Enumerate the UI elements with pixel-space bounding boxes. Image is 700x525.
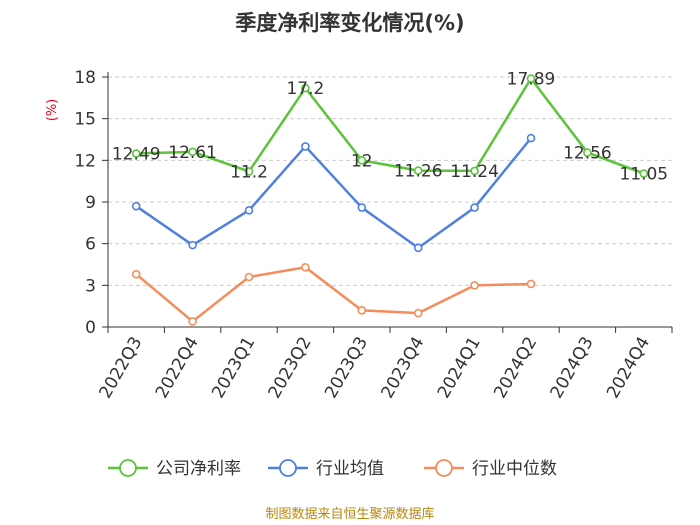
x-tick-label: 2023Q1 xyxy=(208,334,259,402)
x-tick-label: 2024Q1 xyxy=(434,333,485,401)
series-layer xyxy=(131,74,649,326)
data-point xyxy=(357,203,367,212)
data-point xyxy=(470,203,479,212)
data-point xyxy=(470,281,479,290)
data-point xyxy=(301,83,310,93)
data-point xyxy=(244,206,254,215)
x-tick-label: 2023Q3 xyxy=(321,334,372,402)
data-point xyxy=(188,147,197,157)
data-point xyxy=(301,142,310,151)
legend-marker xyxy=(435,459,453,477)
data-label: 11.05 xyxy=(619,165,668,185)
data-point xyxy=(526,74,536,83)
data-label: 11.26 xyxy=(394,162,443,182)
legend-marker xyxy=(279,459,297,477)
data-label: 17.89 xyxy=(507,70,556,90)
y-tick-label: 0 xyxy=(85,318,96,338)
data-label: 12.61 xyxy=(168,143,217,163)
data-point xyxy=(583,148,592,157)
data-point xyxy=(526,133,536,143)
data-labels: 12.49 12.61 11.2 17.2 12 11.26 11.24 17.89 12.56… xyxy=(112,70,668,185)
x-tick-label: 2024Q3 xyxy=(547,334,598,402)
data-point xyxy=(526,279,536,289)
x-tick-label: 2022Q4 xyxy=(152,334,203,402)
legend-item-3: 行业中位数 xyxy=(424,459,557,479)
y-tick-label: 6 xyxy=(85,235,96,255)
data-point xyxy=(470,166,479,176)
grid-lines xyxy=(108,76,672,286)
x-tick-label: 2024Q4 xyxy=(603,334,654,402)
chart-title: 季度净利率变化情况(%) xyxy=(235,11,464,35)
x-tick-label: 2023Q4 xyxy=(377,334,428,402)
y-tick-label: 12 xyxy=(74,151,96,171)
axes: 0 3 6 9 12 15 18 2022Q3 2022Q4 2023Q1 2023Q2 2023Q3… xyxy=(74,68,673,402)
data-point xyxy=(131,201,141,211)
y-tick-label: 18 xyxy=(74,68,96,88)
x-tick-label: 2024Q2 xyxy=(490,334,541,402)
data-point xyxy=(301,262,310,272)
data-label: 17.2 xyxy=(286,79,324,99)
y-tick-label: 9 xyxy=(85,193,96,213)
legend-label: 行业均值 xyxy=(316,459,384,479)
legend-label: 公司净利率 xyxy=(156,459,241,479)
data-point xyxy=(357,306,367,315)
data-label: 11.2 xyxy=(230,162,268,182)
data-point xyxy=(357,156,367,165)
data-label: 12 xyxy=(351,151,373,171)
series-line xyxy=(136,77,645,175)
data-point xyxy=(413,243,423,253)
data-point xyxy=(188,240,197,250)
series-3 xyxy=(131,262,536,326)
series-1 xyxy=(131,74,649,178)
data-label: 11.24 xyxy=(450,162,499,182)
data-point xyxy=(244,272,254,282)
legend-marker xyxy=(119,459,137,477)
y-tick-label: 3 xyxy=(85,276,96,296)
data-point xyxy=(639,169,649,178)
source-note: 制图数据来自恒生聚源数据库 xyxy=(265,506,434,522)
data-point xyxy=(131,149,141,158)
data-label: 12.56 xyxy=(563,144,612,164)
series-line xyxy=(135,137,532,250)
data-point xyxy=(244,167,254,176)
legend-item-2: 行业均值 xyxy=(268,459,384,479)
y-axis-label: (%) xyxy=(45,99,60,122)
data-point xyxy=(413,166,423,175)
data-label: 12.49 xyxy=(112,145,161,165)
series-line xyxy=(135,266,532,323)
data-point xyxy=(188,317,197,326)
x-tick-label: 2022Q3 xyxy=(95,334,146,402)
data-point xyxy=(413,308,423,318)
y-tick-label: 15 xyxy=(74,110,96,130)
series-2 xyxy=(131,133,536,253)
legend: 公司净利率 行业均值 行业中位数 xyxy=(108,459,557,479)
legend-label: 行业中位数 xyxy=(472,459,557,479)
data-point xyxy=(131,269,141,279)
x-tick-label: 2023Q2 xyxy=(265,334,316,402)
legend-item-1: 公司净利率 xyxy=(108,459,241,479)
